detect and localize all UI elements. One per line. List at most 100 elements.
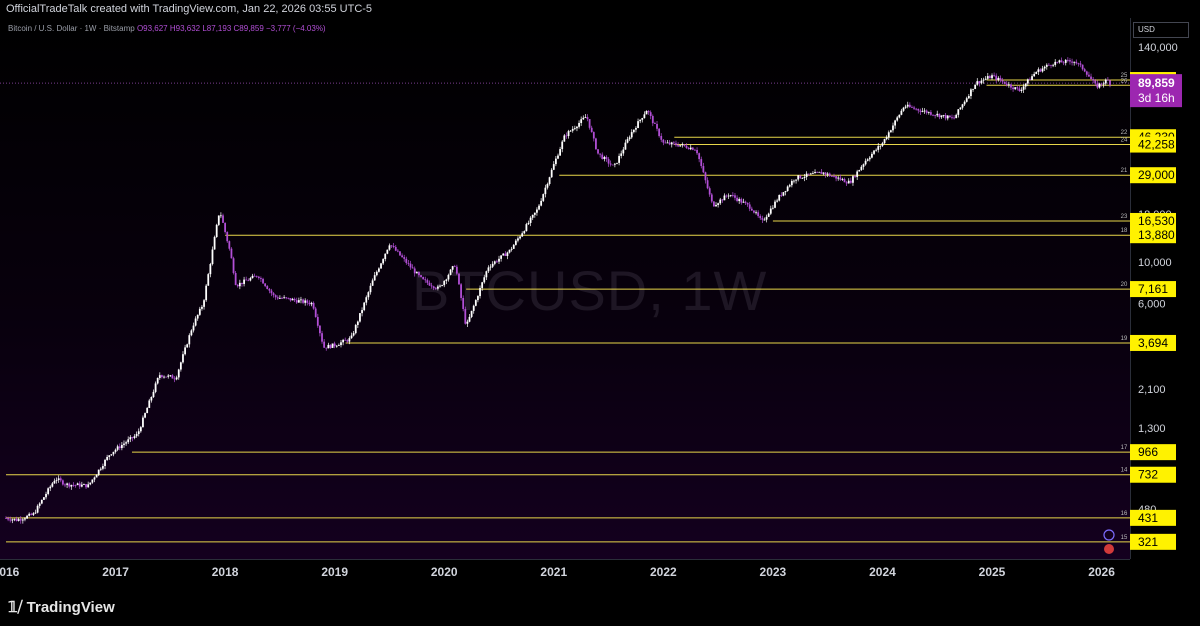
candle-body-172 (367, 292, 370, 298)
candle-body-519 (1098, 83, 1101, 88)
candle-body-111 (238, 282, 241, 287)
candle-body-20 (47, 488, 50, 494)
candle-body-344 (729, 195, 732, 196)
candle-body-299 (635, 127, 637, 130)
candle-body-18 (43, 497, 45, 500)
candle-body-480 (1016, 87, 1019, 89)
candle-body-103 (222, 215, 224, 223)
candle-body-359 (761, 218, 764, 220)
candle-body-29 (66, 483, 68, 485)
candle-body-239 (508, 249, 511, 253)
candle-body-255 (542, 194, 545, 201)
level-tag-8: 19 (1121, 336, 1128, 342)
candle-body-129 (276, 297, 279, 299)
time-axis[interactable] (0, 559, 1130, 591)
level-label-3: 42,258 (1138, 138, 1175, 152)
x-tick-label-0: 2016 (0, 565, 20, 579)
level-tag-10: 14 (1121, 468, 1128, 474)
chart-plot-area[interactable] (0, 18, 1131, 559)
level-tag-5: 23 (1121, 214, 1128, 220)
candle-body-406 (860, 166, 863, 170)
candle-body-134 (287, 297, 290, 299)
current-price-label-bg (1130, 74, 1182, 108)
x-tick-label-8: 2024 (869, 565, 896, 579)
candle-body-24 (55, 480, 58, 481)
candle-body-250 (531, 214, 534, 218)
candle-body-520 (1100, 83, 1103, 85)
candle-body-145 (310, 302, 313, 305)
candle-body-497 (1052, 64, 1055, 66)
author-credit: OfficialTradeTalk created with TradingVi… (6, 3, 373, 15)
level-tag-6: 18 (1121, 228, 1128, 234)
candle-body-115 (247, 280, 250, 282)
candle-body-87 (188, 335, 191, 345)
candle-body-26 (59, 478, 62, 481)
tradingview-logo[interactable]: 𝟙⧸ TradingView (8, 598, 115, 616)
candle-body-159 (340, 342, 342, 346)
candle-body-385 (816, 172, 819, 173)
candle-body-41 (91, 479, 94, 483)
candle-body-391 (828, 173, 831, 177)
candle-body-270 (573, 128, 576, 129)
candle-body-514 (1088, 74, 1090, 77)
candle-body-201 (428, 282, 431, 286)
candle-body-241 (512, 244, 515, 249)
candle-body-286 (607, 159, 610, 164)
x-tick-label-10: 2026 (1088, 565, 1115, 579)
candle-body-211 (449, 269, 452, 275)
candle-body-315 (668, 142, 671, 145)
candle-body-303 (643, 114, 646, 119)
candle-body-262 (557, 155, 559, 159)
candle-body-108 (232, 258, 235, 273)
candle-body-141 (302, 299, 304, 303)
candle-body-267 (567, 131, 570, 137)
candle-body-99 (213, 237, 216, 250)
candle-body-486 (1029, 79, 1031, 81)
candle-body-379 (803, 176, 806, 178)
candle-body-130 (278, 297, 281, 299)
candle-body-147 (314, 308, 317, 317)
candle-body-506 (1071, 61, 1073, 63)
candle-body-392 (830, 176, 833, 177)
candle-body-295 (626, 139, 629, 143)
candle-body-263 (559, 149, 562, 156)
candle-body-193 (411, 267, 414, 269)
candle-body-169 (361, 310, 363, 314)
candle-body-365 (774, 201, 776, 208)
candle-body-441 (934, 115, 937, 116)
level-label-12: 321 (1138, 535, 1158, 549)
candle-body-0 (5, 518, 7, 519)
candle-body-347 (736, 197, 738, 201)
candle-body-272 (578, 122, 580, 127)
candle-body-126 (270, 290, 273, 294)
candle-body-269 (571, 128, 574, 131)
candle-body-236 (502, 253, 505, 256)
candle-body-23 (53, 480, 56, 484)
price-axis[interactable] (1131, 18, 1200, 590)
candle-body-341 (723, 195, 726, 201)
candle-body-369 (782, 192, 785, 196)
candle-body-208 (443, 280, 446, 286)
candle-body-258 (548, 177, 551, 184)
candle-body-503 (1064, 59, 1067, 63)
candle-body-277 (588, 119, 591, 128)
candle-body-524 (1109, 80, 1111, 85)
candle-body-428 (906, 104, 909, 107)
candle-body-109 (234, 272, 237, 285)
candle-body-176 (375, 271, 378, 276)
candle-body-217 (462, 297, 465, 309)
candle-body-508 (1075, 61, 1078, 64)
candle-body-408 (864, 160, 867, 165)
level-label-bg-12 (1130, 533, 1176, 550)
candle-body-220 (468, 316, 471, 322)
candle-body-331 (702, 166, 705, 173)
level-label-10: 732 (1138, 468, 1158, 482)
candle-body-194 (413, 268, 416, 274)
currency-selector[interactable]: USD (1133, 22, 1189, 38)
candle-body-512 (1083, 69, 1086, 72)
candle-body-374 (793, 180, 795, 182)
candle-body-98 (211, 249, 214, 265)
candle-body-504 (1066, 59, 1069, 61)
candle-body-67 (146, 407, 149, 414)
top-bar: OfficialTradeTalk created with TradingVi… (0, 0, 1200, 18)
